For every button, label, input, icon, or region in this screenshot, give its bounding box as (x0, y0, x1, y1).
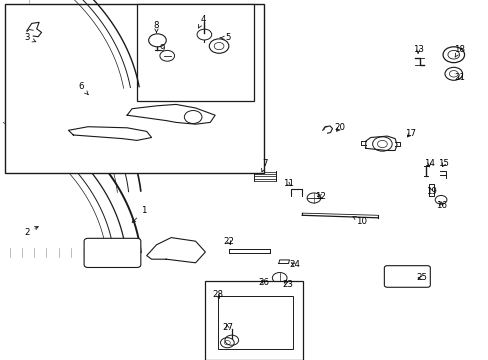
Text: 23: 23 (282, 280, 292, 289)
Text: 19: 19 (425, 187, 436, 196)
Text: 12: 12 (314, 192, 325, 201)
Text: 8: 8 (153, 21, 159, 33)
Text: 27: 27 (222, 323, 232, 332)
Bar (5, 4, 264, 173)
Text: 26: 26 (258, 278, 269, 287)
Text: 21: 21 (453, 73, 464, 82)
Text: 15: 15 (438, 159, 448, 168)
Text: 2: 2 (24, 226, 38, 237)
Text: 5: 5 (220, 33, 231, 42)
Bar (205, 281, 303, 360)
Text: 11: 11 (282, 179, 293, 188)
FancyBboxPatch shape (84, 238, 141, 267)
Text: 16: 16 (435, 201, 446, 210)
Text: 24: 24 (288, 260, 299, 269)
Text: 9: 9 (160, 44, 164, 53)
Text: 18: 18 (453, 45, 464, 57)
Text: 7: 7 (261, 159, 267, 172)
Text: 10: 10 (352, 216, 366, 226)
Text: 25: 25 (415, 274, 426, 282)
Text: 1: 1 (132, 206, 147, 222)
Text: 13: 13 (412, 45, 423, 54)
Text: 4: 4 (198, 15, 205, 28)
Text: 6: 6 (78, 82, 88, 95)
Bar (137, 4, 254, 101)
Text: 28: 28 (212, 290, 223, 299)
FancyBboxPatch shape (384, 266, 429, 287)
Text: 14: 14 (423, 159, 434, 168)
Text: 3: 3 (24, 33, 36, 42)
Bar (217, 296, 293, 349)
Text: 20: 20 (334, 123, 345, 132)
Text: 17: 17 (405, 129, 415, 138)
Text: 22: 22 (223, 237, 234, 246)
